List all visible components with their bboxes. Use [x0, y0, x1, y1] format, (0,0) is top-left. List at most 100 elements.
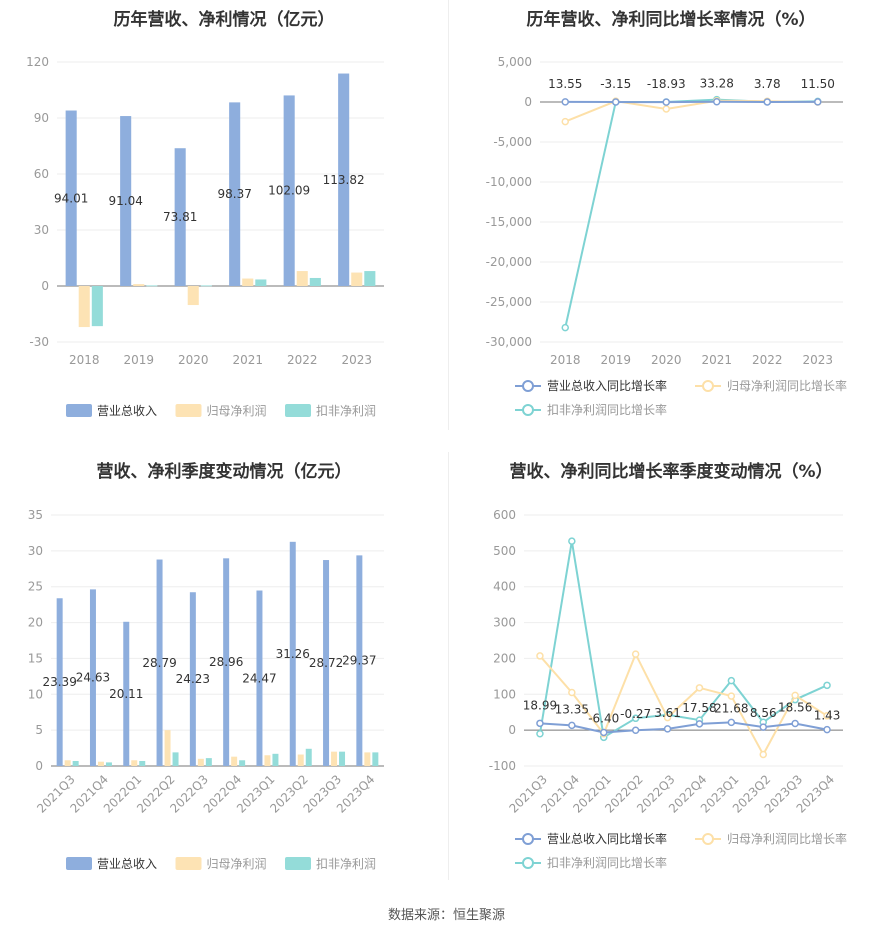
- x-tick-label: 2023: [341, 353, 372, 367]
- data-label: 113.82: [323, 173, 365, 187]
- legend-label: 归母净利润同比增长率: [727, 378, 847, 393]
- bar: [305, 748, 312, 766]
- bar: [264, 755, 271, 766]
- y-tick-label: 200: [493, 651, 516, 665]
- bar: [78, 286, 90, 328]
- bar: [338, 73, 350, 286]
- bar: [242, 278, 254, 286]
- data-point: [561, 117, 569, 126]
- y-tick-label: 300: [493, 616, 516, 630]
- bar: [123, 621, 130, 766]
- data-label: 91.04: [108, 194, 142, 208]
- bar: [146, 285, 158, 287]
- legend-marker: [522, 404, 534, 416]
- y-tick-label: 25: [28, 580, 43, 594]
- bar: [156, 559, 163, 766]
- series-line: [564, 98, 818, 328]
- bar: [64, 760, 71, 766]
- x-tick-label: 2019: [123, 353, 154, 367]
- data-label: 13.55: [548, 77, 582, 91]
- data-label: 33.28: [700, 77, 734, 91]
- bar: [272, 753, 279, 766]
- x-tick-label: 2022: [287, 353, 318, 367]
- y-tick-label: 120: [26, 55, 49, 69]
- bar: [197, 758, 204, 766]
- data-label: 29.37: [342, 654, 376, 668]
- data-point: [695, 720, 704, 728]
- legend-swatch: [66, 404, 92, 417]
- x-tick-label: 2022: [752, 353, 783, 367]
- bar: [323, 560, 330, 766]
- data-label: 21.68: [714, 701, 748, 715]
- bar: [229, 102, 241, 286]
- y-tick-label: 5: [35, 723, 43, 737]
- legend-label: 归母净利润同比增长率: [727, 831, 847, 846]
- y-tick-label: 15: [28, 651, 43, 665]
- data-label: 98.37: [217, 187, 251, 201]
- data-point: [727, 692, 736, 700]
- data-point: [823, 712, 831, 720]
- data-label: 18.99: [523, 698, 557, 712]
- y-tick-label: 0: [524, 95, 532, 109]
- data-point: [561, 323, 569, 332]
- legend-label: 扣非净利润同比增长率: [547, 402, 667, 417]
- bar: [65, 110, 77, 286]
- bar: [89, 589, 96, 766]
- legend-label: 归母净利润: [207, 404, 267, 418]
- data-label: -3.15: [600, 77, 631, 91]
- bar: [139, 760, 146, 766]
- data-point: [631, 650, 640, 658]
- y-tick-label: -10,000: [486, 175, 532, 189]
- legend-swatch: [285, 857, 311, 870]
- y-tick-label: 35: [28, 508, 43, 522]
- data-label: 23.39: [42, 675, 76, 689]
- y-tick-label: 100: [493, 687, 516, 701]
- data-label: 73.81: [163, 210, 197, 224]
- bar: [309, 277, 321, 286]
- bar: [72, 760, 79, 766]
- data-point: [814, 98, 822, 106]
- data-label: 20.11: [109, 687, 143, 701]
- x-tick-label: 2018: [550, 353, 581, 367]
- y-tick-label: -15,000: [486, 215, 532, 229]
- data-point: [662, 105, 670, 113]
- legend-label: 扣非净利润: [316, 404, 376, 418]
- data-point: [823, 725, 831, 734]
- legend-label: 扣非净利润同比增长率: [547, 855, 667, 870]
- quarterly-revenue-profit-chart: 051015202530352021Q32021Q42022Q12022Q220…: [28, 508, 384, 871]
- data-point: [713, 97, 721, 106]
- legend-label: 营业总收入同比增长率: [547, 378, 667, 393]
- legend-marker: [522, 857, 534, 869]
- legend-swatch: [66, 857, 92, 870]
- y-tick-label: 20: [28, 616, 43, 630]
- bar: [187, 286, 199, 306]
- legend-swatch: [175, 404, 202, 417]
- bar: [331, 751, 338, 766]
- data-label: 3.78: [754, 77, 781, 91]
- data-label: 28.79: [142, 656, 176, 670]
- bar: [205, 758, 212, 766]
- series-line: [564, 99, 818, 123]
- data-label: 17.58: [682, 701, 716, 715]
- data-label: -18.93: [647, 77, 686, 91]
- data-label: 94.01: [54, 191, 88, 205]
- legend-swatch: [175, 857, 202, 870]
- bar: [364, 271, 376, 286]
- y-tick-label: 0: [508, 723, 516, 737]
- bar: [174, 148, 186, 286]
- data-point: [662, 98, 670, 106]
- y-tick-label: -100: [489, 759, 516, 773]
- annual-growth-panel: 历年营收、净利同比增长率情况（%） -30,000 -25,000 -20,000-…: [449, 0, 893, 430]
- bar: [56, 598, 63, 766]
- data-source-note: 数据来源：恒生聚源: [387, 908, 505, 923]
- legend-label: 归母净利润: [207, 857, 267, 871]
- legend-label: 营业总收入同比增长率: [547, 831, 667, 846]
- bar: [364, 752, 371, 766]
- y-tick-label: 500: [493, 544, 516, 558]
- data-point: [695, 684, 704, 692]
- bar: [289, 541, 296, 766]
- legend-label: 营业总收入: [97, 404, 157, 418]
- y-tick-label: 10: [28, 687, 43, 701]
- data-label: 24.23: [176, 672, 210, 686]
- bar: [97, 761, 104, 766]
